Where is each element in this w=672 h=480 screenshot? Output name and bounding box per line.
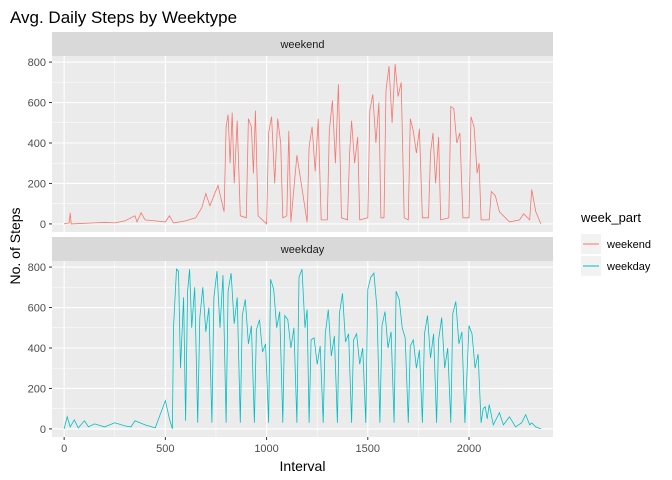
y-tick-label: 0 [40,219,46,231]
strip-label-weekend: weekend [279,39,324,51]
legend: week_part weekend weekday [580,210,651,276]
strip-weekend [52,32,553,56]
legend-label-weekday: weekday [606,261,651,273]
series-line-weekend [64,64,542,225]
strip-label-weekday: weekday [280,244,325,256]
panel-weekend: weekend 0 200 400 600 800 [28,32,553,232]
y-tick-label: 600 [28,303,46,315]
y-tick-label: 0 [40,424,46,436]
x-tick-label: 1000 [254,443,278,455]
series-line-weekday [63,268,542,430]
x-axis-ticks: 0 500 1000 1500 2000 [61,437,481,455]
y-axis-ticks-weekday: 0 200 400 600 800 [28,262,52,436]
legend-title: week_part [580,210,641,225]
x-axis-title: Interval [280,458,326,474]
y-axis-ticks-weekend: 0 200 400 600 800 [28,57,52,231]
x-tick-label: 0 [61,443,67,455]
y-tick-label: 200 [28,383,46,395]
y-tick-label: 600 [28,98,46,110]
y-tick-label: 800 [28,57,46,69]
x-tick-label: 2000 [457,443,481,455]
x-tick-label: 1500 [356,443,380,455]
panel-weekday: weekday 0 200 400 600 800 [28,237,553,437]
y-tick-label: 800 [28,262,46,274]
y-tick-label: 400 [28,343,46,355]
y-axis-title: No. of Steps [7,207,23,284]
legend-label-weekend: weekend [606,239,651,251]
strip-weekday [52,237,553,261]
x-tick-label: 500 [156,443,174,455]
y-tick-label: 200 [28,178,46,190]
chart-title: Avg. Daily Steps by Weektype [10,8,237,27]
y-tick-label: 400 [28,138,46,150]
